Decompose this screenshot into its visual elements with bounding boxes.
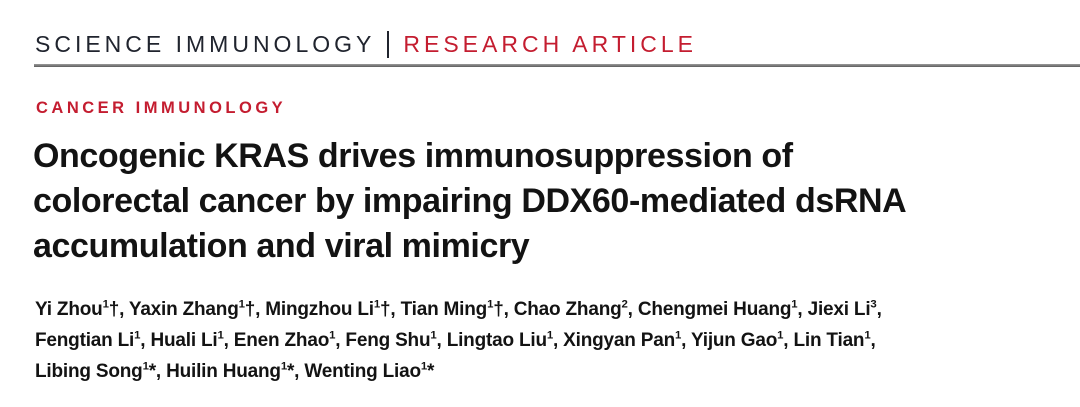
author-affiliation-number: 3 [870, 298, 877, 311]
author-affiliation-number: 1 [864, 329, 871, 342]
author: Lingtao Liu1, [446, 329, 564, 351]
author: Huilin Huang1*, [166, 360, 305, 382]
title-line-1: Oncogenic KRAS drives immunosuppression … [33, 137, 793, 175]
author-list: Yi Zhou1†, Yaxin Zhang1†, Mingzhou Li1†,… [35, 294, 1065, 387]
author-affiliation-number: 1 [329, 329, 336, 342]
author: Huali Li1, [150, 329, 234, 351]
author: Yi Zhou1†, [35, 298, 129, 320]
author-affiliation-number: 1 [546, 329, 553, 342]
author: Tian Ming1†, [400, 298, 514, 320]
author-affiliation-number: 1 [373, 298, 381, 311]
separator-bar [387, 31, 390, 58]
author-affiliation-number: 1 [675, 329, 682, 342]
author-line: Fengtian Li1, Huali Li1, Enen Zhao1, Fen… [35, 325, 1065, 356]
author: Chao Zhang2, [513, 298, 638, 320]
author-affiliation-number: 1 [238, 298, 245, 311]
author-affiliation-number: 1 [134, 329, 141, 342]
author: Jiexi Li3, [807, 298, 882, 320]
masthead-rule [34, 64, 1080, 67]
author: Wenting Liao1* [304, 360, 435, 382]
author: Mingzhou Li1†, [265, 298, 401, 320]
author: Fengtian Li1, [35, 329, 151, 351]
author-affiliation-number: 1 [420, 360, 427, 373]
title-line-2: colorectal cancer by impairing DDX60-med… [33, 182, 907, 220]
author-line: Libing Song1*, Huilin Huang1*, Wenting L… [35, 356, 1065, 387]
author: Yijun Gao1, [690, 329, 794, 351]
author: Libing Song1*, [35, 360, 167, 382]
author: Lin Tian1, [793, 329, 876, 351]
author-affiliation-number: 1 [217, 329, 224, 342]
author-affiliation-number: 1 [430, 329, 437, 342]
journal-name: SCIENCE IMMUNOLOGY [35, 31, 376, 57]
author-affiliation-number: 2 [621, 298, 628, 311]
author: Xingyan Pan1, [563, 329, 691, 351]
author: Enen Zhao1, [233, 329, 346, 351]
article-title: Oncogenic KRAS drives immunosuppression … [33, 134, 1063, 269]
journal-masthead: SCIENCE IMMUNOLOGY RESEARCH ARTICLE [35, 31, 697, 58]
author-affiliation-number: 1 [791, 298, 798, 311]
author-line: Yi Zhou1†, Yaxin Zhang1†, Mingzhou Li1†,… [35, 294, 1065, 325]
author-affiliation-number: 1 [142, 360, 149, 373]
article-type-label: RESEARCH ARTICLE [403, 31, 698, 57]
author-affiliation-number: 1 [102, 298, 109, 311]
author-affiliation-number: 1 [487, 298, 494, 311]
section-label: CANCER IMMUNOLOGY [36, 99, 287, 117]
author: Chengmei Huang1, [637, 298, 808, 320]
author-affiliation-number: 1 [777, 329, 784, 342]
author: Feng Shu1, [345, 329, 447, 351]
author: Yaxin Zhang1†, [128, 298, 266, 320]
title-line-3: accumulation and viral mimicry [33, 227, 530, 265]
author-affiliation-number: 1 [280, 360, 287, 373]
